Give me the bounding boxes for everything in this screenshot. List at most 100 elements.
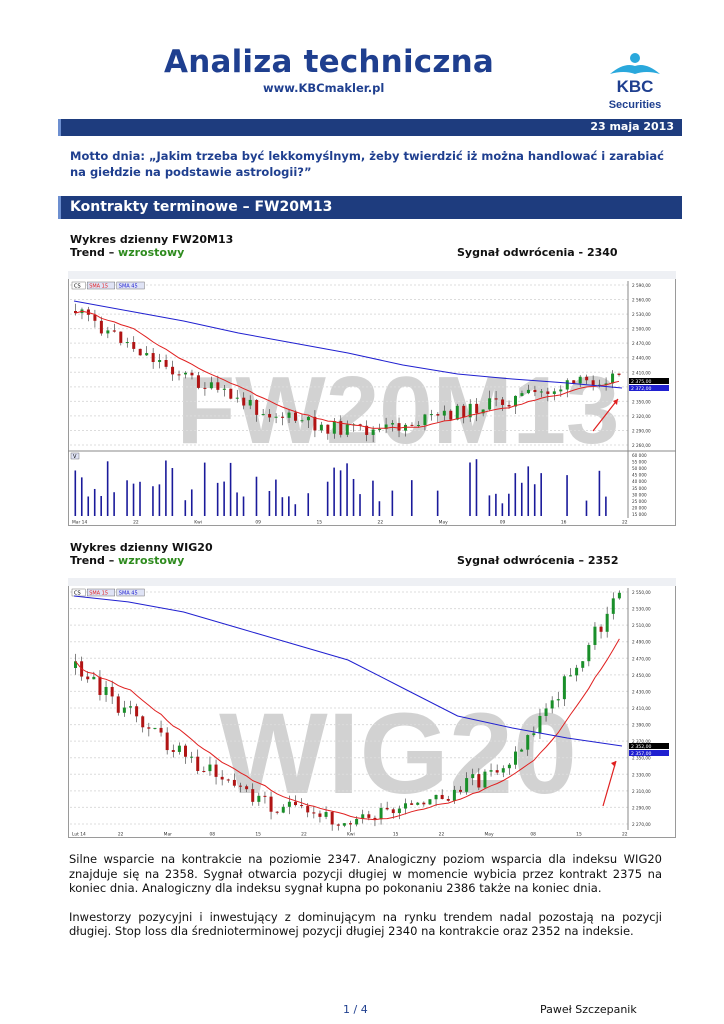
chart-watermark: FW20M13: [177, 357, 620, 464]
candle-body: [203, 387, 207, 389]
candle-body: [575, 667, 579, 676]
candle-body: [132, 342, 136, 349]
candle-body: [74, 661, 77, 668]
volume-tick-label: 40 000: [632, 479, 647, 484]
volume-bar: [132, 483, 135, 516]
analysis-paragraph-2: Inwestorzy pozycyjni i inwestujący z dom…: [69, 909, 662, 939]
candle-body: [349, 823, 352, 825]
date-tick-label: 22: [378, 520, 384, 526]
candle-body: [294, 412, 297, 421]
candle-body: [442, 410, 446, 416]
candle-body: [98, 676, 102, 695]
date-tick-label: Kwi: [194, 520, 202, 526]
candle-body: [604, 383, 608, 385]
date-tick-label: 22: [439, 832, 445, 838]
candle-body: [275, 811, 279, 813]
candle-body: [544, 708, 548, 716]
candle-body: [591, 380, 595, 386]
candle-body: [184, 745, 187, 757]
candle-body: [300, 420, 304, 422]
candle-body: [208, 764, 212, 772]
volume-tick-label: 35 000: [632, 486, 647, 491]
candle-body: [319, 424, 323, 431]
candle-body: [125, 342, 129, 344]
chart-wig20: WIG20 2 550,00 2 530,00 2 510,00 2 490,00 2 4…: [68, 578, 676, 838]
candle-body: [436, 414, 440, 416]
candle-body: [514, 751, 517, 765]
candle-body: [171, 750, 175, 752]
candle-body: [255, 399, 259, 415]
sma-value-label: 2 357,00: [631, 751, 652, 757]
chart2-trend-value: wzrostowy: [118, 554, 185, 567]
candle-body: [135, 706, 139, 717]
candle-body: [116, 696, 120, 713]
candle-body: [367, 814, 371, 818]
candle-body: [171, 366, 175, 375]
signal-arrow: [602, 760, 617, 807]
sma15-line: [75, 638, 620, 821]
candle-body: [287, 801, 291, 807]
candle-body: [514, 395, 517, 407]
volume-bar: [391, 490, 394, 516]
candle-body: [462, 405, 466, 418]
candle-body: [471, 774, 475, 779]
volume-tick-label: 25 000: [632, 499, 647, 504]
volume-bar: [152, 486, 154, 516]
candle-body: [190, 372, 194, 376]
candle-body: [526, 735, 530, 750]
legend-label: CS: [74, 284, 81, 290]
website-link[interactable]: www.KBCmakler.pl: [263, 81, 385, 95]
candle-body: [138, 348, 142, 356]
candle-body: [617, 373, 621, 375]
chart1-signal: Sygnał odwrócenia - 2340: [457, 246, 618, 259]
volume-bar: [190, 489, 193, 516]
volume-tick-label: 50 000: [632, 466, 647, 471]
volume-bar: [520, 482, 523, 516]
volume-bar: [113, 492, 115, 516]
volume-bar: [533, 484, 536, 516]
candle-body: [488, 398, 492, 410]
candle-body: [526, 389, 530, 394]
candle-body: [245, 786, 249, 790]
volume-bar: [288, 496, 290, 516]
volume-bar: [585, 500, 588, 516]
volume-bar: [223, 481, 225, 516]
last-price-marker: [629, 378, 669, 384]
candle-body: [379, 807, 383, 820]
candle-body: [481, 409, 485, 414]
price-tick-label: 2 560,00: [632, 298, 651, 303]
candle-body: [345, 424, 349, 435]
candle-body: [599, 626, 603, 632]
volume-bar: [495, 493, 497, 516]
candle-body: [477, 774, 481, 788]
candle-body: [324, 812, 328, 817]
candle-body: [565, 380, 569, 390]
price-tick-label: 2 410,00: [632, 706, 651, 711]
volume-bar: [566, 475, 568, 516]
volume-bar: [165, 460, 167, 516]
volume-tick-label: 20 000: [632, 505, 647, 510]
volume-bar: [294, 504, 297, 516]
candle-body: [391, 423, 395, 425]
candle-body: [158, 359, 162, 363]
candle-body: [332, 421, 336, 434]
sma15-line: [75, 310, 620, 429]
candle-body: [373, 817, 377, 820]
date-bar: 23 maja 2013: [58, 119, 682, 136]
sma-value-label: 2 372,00: [631, 386, 652, 392]
volume-bar: [74, 470, 77, 516]
candle-body: [550, 700, 554, 709]
candle-body: [416, 802, 420, 805]
volume-bar: [184, 500, 187, 516]
candle-body: [165, 732, 169, 751]
price-tick-label: 2 530,00: [632, 607, 651, 612]
candle-body: [306, 416, 310, 421]
volume-tick-label: 45 000: [632, 473, 647, 478]
candle-body: [501, 399, 505, 405]
candle-body: [196, 375, 200, 388]
date-tick-label: 16: [561, 520, 567, 526]
candle-body: [423, 414, 427, 425]
volume-bar: [378, 501, 381, 516]
analysis-text: Silne wsparcie na kontrakcie na poziomie…: [69, 852, 662, 953]
candle-body: [281, 416, 285, 418]
